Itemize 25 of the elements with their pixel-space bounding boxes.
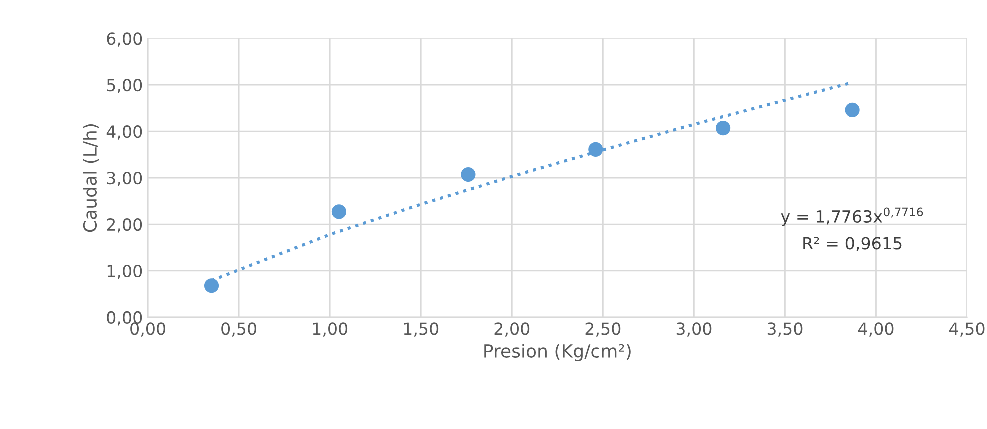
annotation: y = 1,7763x$^{0,7716}$ (781, 208, 924, 226)
y-tick-label: 5,00 (107, 79, 142, 94)
x-tick-label: 3,00 (676, 322, 712, 337)
point (332, 204, 346, 220)
annotation: R² = 0,9615 (804, 237, 902, 252)
x-tick-label: 2,00 (494, 322, 530, 337)
x-tick-label: 0,50 (222, 322, 257, 337)
x-tick-label: 1,50 (404, 322, 439, 337)
x-tick-label: 3,50 (768, 322, 803, 337)
x-tick-label: 1,00 (313, 322, 348, 337)
x-tick-label: 4,50 (950, 322, 985, 337)
point (845, 102, 860, 118)
point (588, 142, 604, 157)
y-tick-label: 4,00 (106, 126, 142, 140)
x-axis-title: Presion (Kg/cm²) (484, 344, 631, 362)
x-tick-label: 2,50 (586, 322, 621, 337)
y-tick-label: 6,00 (107, 32, 142, 47)
point (461, 168, 476, 182)
y-tick-label: 1,00 (108, 264, 142, 280)
point (204, 278, 220, 294)
y-tick-label: 2,00 (107, 218, 142, 233)
x-tick-label: 4,00 (858, 322, 894, 337)
y-tick-label: 3,00 (107, 172, 142, 186)
y-axis-title: Caudal (L/h) (83, 124, 100, 232)
point (716, 121, 731, 136)
